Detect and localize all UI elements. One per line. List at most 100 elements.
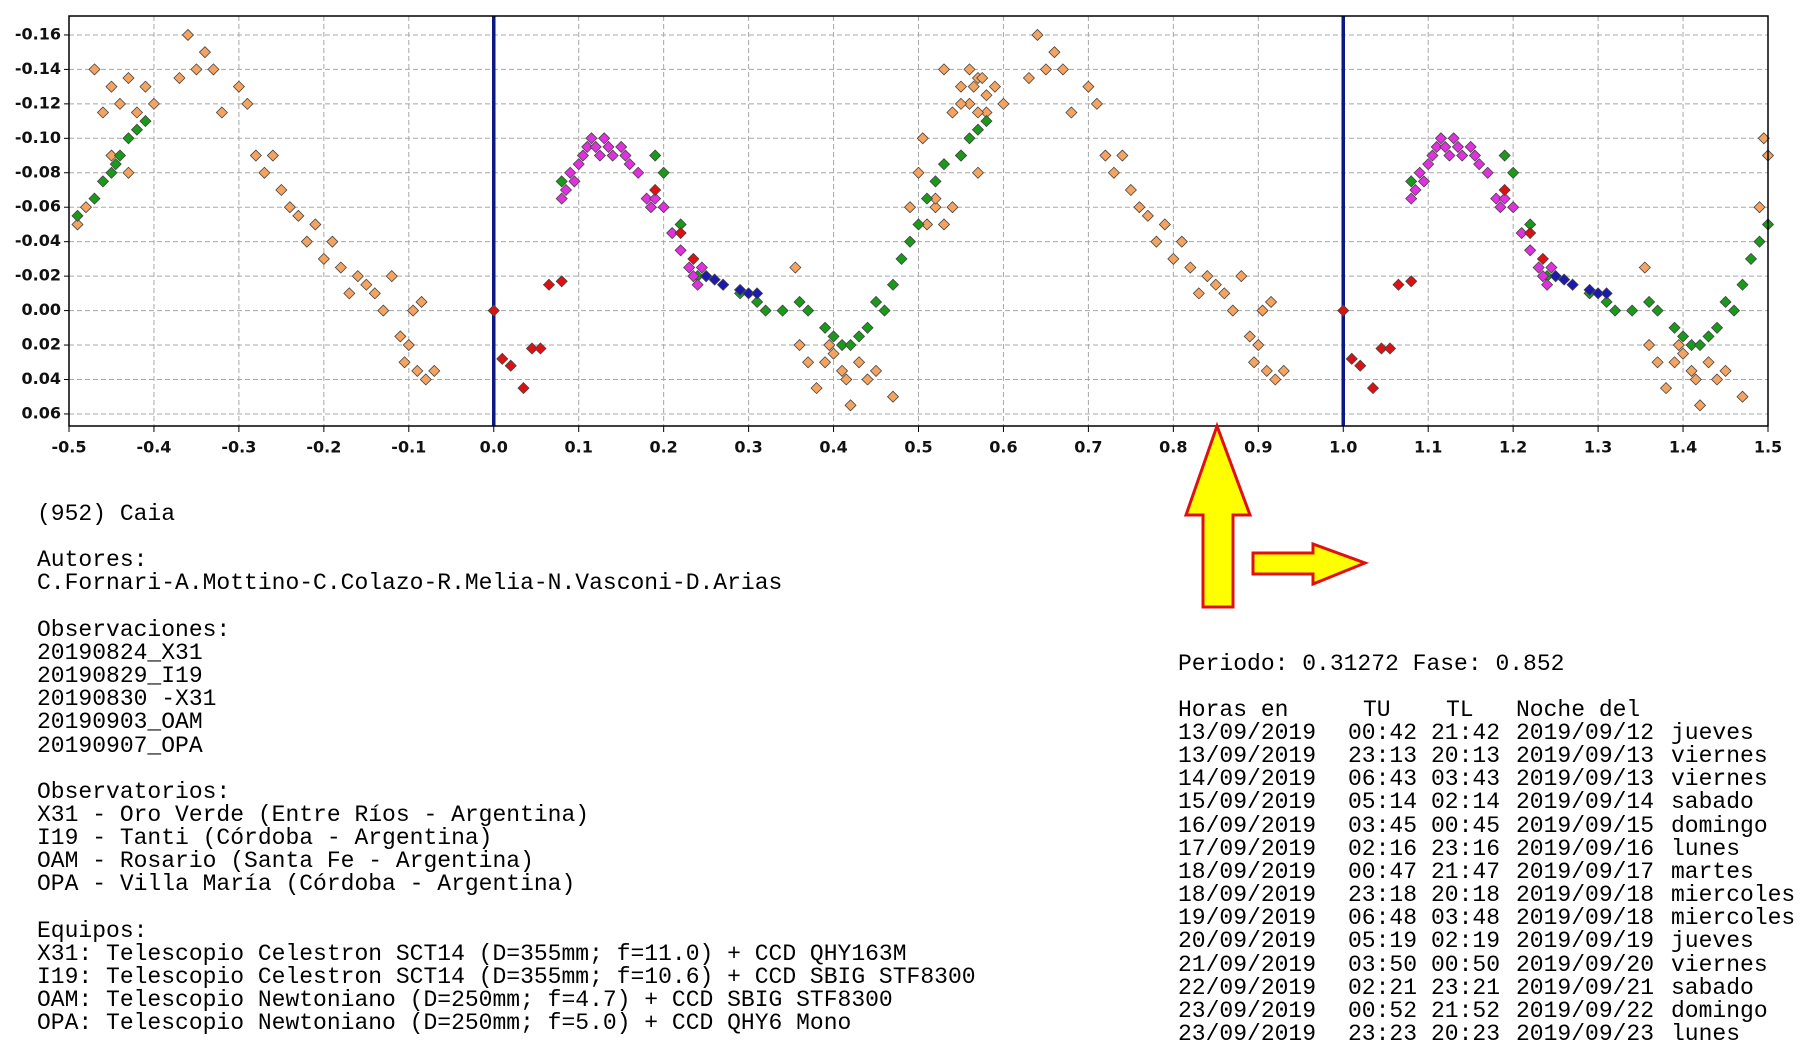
data-point — [674, 226, 687, 240]
table-cell: 03:45 — [1348, 812, 1418, 839]
x-tick-label: 0.2 — [649, 438, 677, 457]
data-point — [895, 252, 908, 265]
data-point — [351, 270, 364, 283]
table-header: TU — [1363, 697, 1391, 723]
data-point — [1048, 46, 1061, 59]
data-point — [1065, 106, 1078, 119]
table-cell: 17/09/2019 — [1178, 835, 1317, 862]
y-tick-label: 0.04 — [22, 369, 61, 388]
data-point — [1651, 356, 1664, 369]
data-point — [496, 352, 509, 365]
data-point — [963, 63, 976, 76]
data-point — [644, 201, 657, 214]
data-point — [1413, 166, 1426, 179]
table-cell: 06:48 — [1348, 905, 1418, 932]
data-point — [687, 252, 700, 265]
table-header: Noche del — [1516, 697, 1641, 723]
data-point — [886, 390, 900, 403]
y-tick-label: 0.06 — [22, 403, 61, 422]
table-cell: 20:13 — [1431, 743, 1501, 770]
equipment: OPA: Telescopio Newtoniano (D=250mm; f=5… — [37, 1010, 852, 1037]
x-tick-label: -0.5 — [52, 438, 87, 457]
data-point — [878, 304, 891, 317]
data-point — [1566, 278, 1579, 291]
data-point — [105, 166, 118, 179]
table-cell: 23/09/2019 — [1178, 1020, 1317, 1047]
data-point — [1693, 399, 1707, 412]
data-point — [1672, 338, 1685, 352]
data-point — [1443, 149, 1456, 162]
data-point — [606, 149, 619, 162]
data-point — [1651, 304, 1664, 317]
data-point — [1524, 226, 1537, 240]
data-point — [1209, 278, 1222, 291]
data-point — [1184, 261, 1197, 274]
data-point — [912, 166, 925, 179]
data-point — [734, 283, 747, 296]
data-point — [1600, 287, 1613, 300]
data-point — [122, 71, 135, 85]
x-tick-label: 0.3 — [734, 438, 762, 457]
observation: 20190829_I19 — [37, 663, 203, 690]
y-tick-label: -0.14 — [15, 59, 61, 78]
data-point — [589, 140, 602, 153]
data-point — [615, 140, 628, 153]
data-point — [1609, 304, 1622, 317]
data-point — [122, 132, 135, 145]
data-point — [835, 338, 849, 352]
y-tick-label: -0.10 — [15, 128, 61, 147]
data-point — [207, 63, 220, 76]
equipment: I19: Telescopio Celestron SCT14 (D=355mm… — [37, 964, 976, 990]
data-point — [1409, 183, 1422, 197]
table-cell: 2019/09/16 — [1516, 835, 1655, 862]
data-point — [1753, 201, 1766, 214]
data-point — [71, 218, 84, 231]
data-point — [687, 270, 700, 283]
data-point — [903, 201, 917, 214]
data-point — [1192, 287, 1205, 300]
data-point — [1264, 295, 1278, 309]
x-tick-label: -0.1 — [391, 438, 426, 457]
table-cell: 00:47 — [1348, 858, 1418, 885]
data-point — [1124, 183, 1137, 197]
data-point — [818, 321, 832, 334]
observatory: OAM - Rosario (Santa Fe - Argentina) — [37, 848, 534, 875]
x-tick-label: 1.5 — [1754, 438, 1782, 457]
table-cell: 20:18 — [1431, 882, 1501, 909]
data-point — [1337, 304, 1350, 317]
data-point — [937, 218, 951, 231]
data-point — [1583, 283, 1596, 296]
table-cell: 20:23 — [1431, 1020, 1501, 1047]
table-cell: sabado — [1671, 789, 1754, 816]
data-point — [555, 192, 568, 205]
data-point — [1150, 235, 1163, 248]
table-cell: domingo — [1671, 812, 1768, 839]
data-point — [564, 166, 577, 179]
data-point — [623, 158, 636, 171]
x-tick-label: 0.0 — [480, 438, 508, 457]
data-point — [963, 132, 976, 145]
observation: 20190903_OAM — [37, 709, 203, 736]
data-point — [869, 364, 883, 377]
data-point — [1710, 373, 1724, 386]
data-point — [1753, 235, 1766, 248]
chart: -0.16 -0.14 -0.12 -0.10 -0.08 -0.06 -0.04 -0.02… — [15, 15, 1782, 457]
data-point — [415, 295, 428, 309]
table-cell: 02:21 — [1348, 974, 1418, 1001]
data-point — [258, 166, 271, 179]
observatory: I19 - Tanti (Córdoba - Argentina) — [37, 825, 493, 852]
data-point — [1498, 192, 1511, 205]
data-point — [844, 399, 857, 412]
data-point — [317, 252, 330, 265]
observation: 20190830 -X31 — [37, 686, 217, 713]
data-point — [954, 97, 968, 110]
data-point — [1107, 166, 1120, 179]
data-point — [402, 338, 415, 352]
data-point — [818, 356, 832, 369]
object-name: (952) Caia — [37, 501, 176, 527]
data-point — [1507, 201, 1520, 214]
data-point — [1545, 261, 1558, 274]
data-point — [649, 192, 662, 205]
data-point — [1494, 201, 1507, 214]
